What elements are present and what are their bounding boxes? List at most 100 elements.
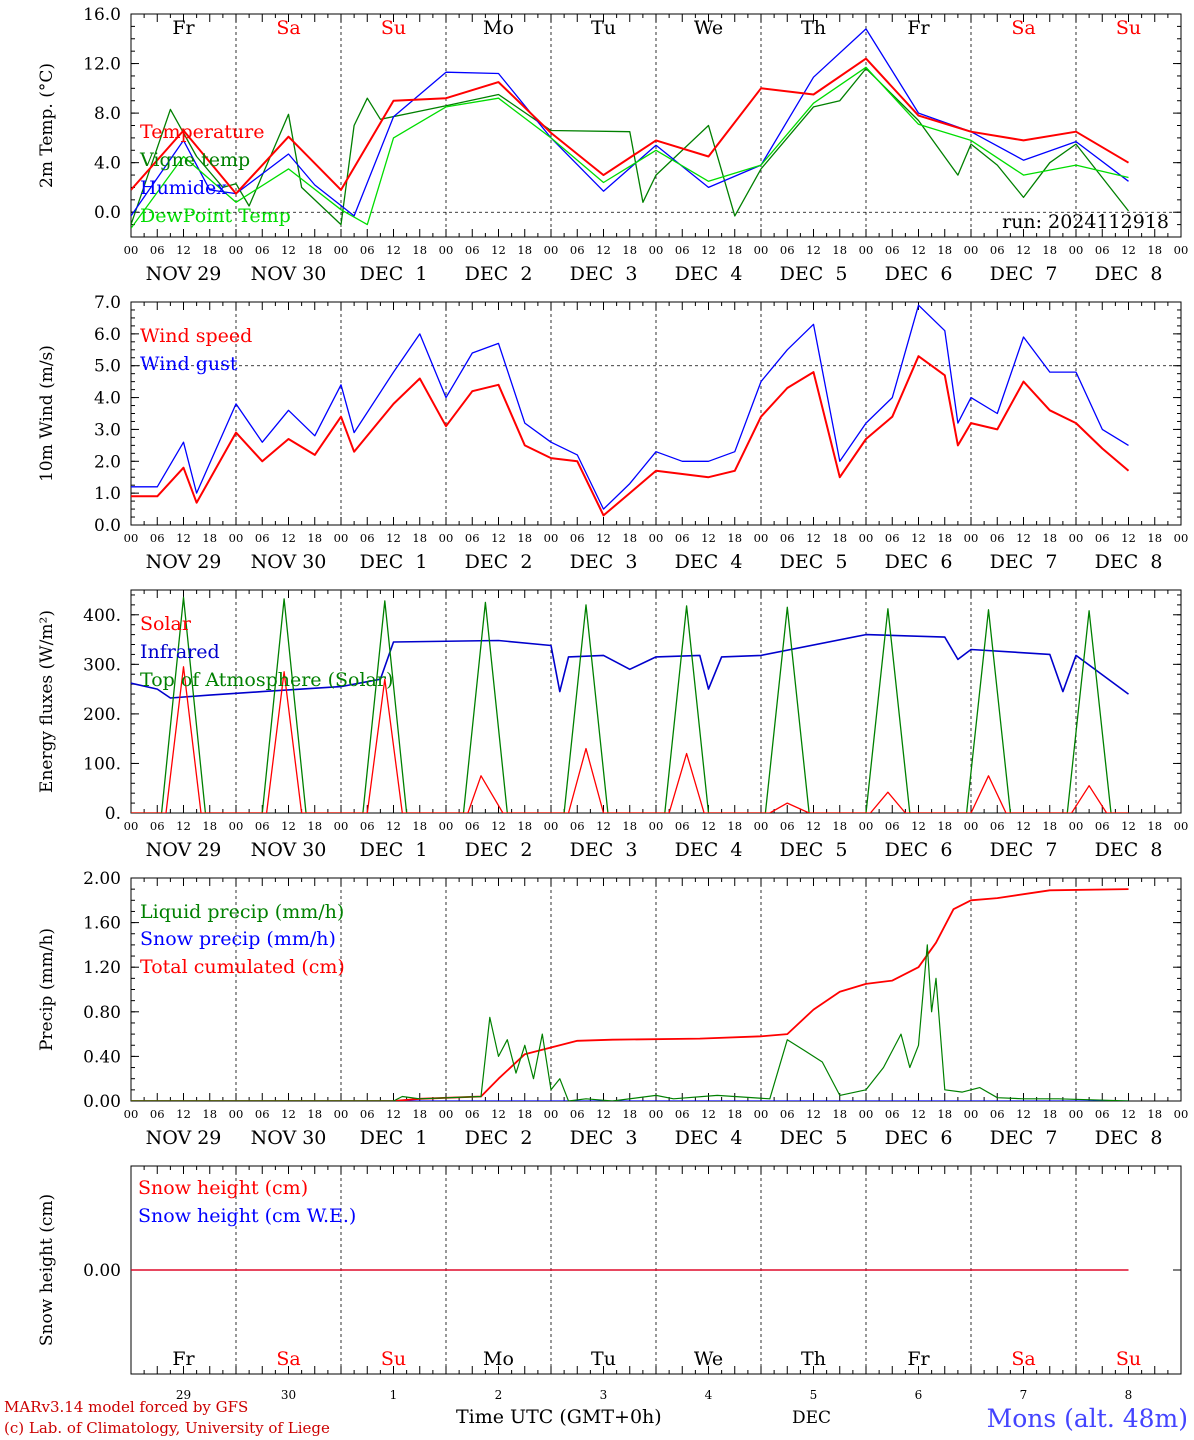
hour-label: 12 bbox=[701, 1107, 716, 1121]
hour-label: 00 bbox=[1069, 243, 1084, 257]
date-label: NOV 29 bbox=[146, 839, 222, 861]
plot-frame bbox=[130, 589, 1182, 814]
hour-label: 12 bbox=[386, 819, 401, 833]
hour-label: 00 bbox=[964, 819, 979, 833]
date-label: DEC 1 bbox=[360, 1127, 428, 1149]
date-label: DEC 1 bbox=[360, 551, 428, 573]
hour-label: 18 bbox=[622, 243, 637, 257]
hour-label: 00 bbox=[1174, 531, 1189, 545]
hour-label: 00 bbox=[439, 819, 454, 833]
hour-label: 18 bbox=[832, 819, 847, 833]
y-tick-label: 7.0 bbox=[94, 293, 121, 313]
hour-label: 12 bbox=[596, 243, 611, 257]
weekday-label: Tu bbox=[591, 17, 616, 39]
hour-label: 06 bbox=[255, 531, 270, 545]
date-label: DEC 4 bbox=[675, 551, 743, 573]
y-axis-label: 2m Temp. (°C) bbox=[37, 63, 57, 188]
y-tick-label: 0.40 bbox=[83, 1047, 121, 1067]
hour-label: 06 bbox=[780, 1107, 795, 1121]
hour-label: 06 bbox=[990, 1107, 1005, 1121]
hour-label: 06 bbox=[255, 1107, 270, 1121]
footer: MARv3.14 model forced by GFS (c) Lab. of… bbox=[4, 1398, 1188, 1437]
date-label: DEC 4 bbox=[675, 839, 743, 861]
hour-label: 06 bbox=[780, 243, 795, 257]
legend-entry: Top of Atmosphere (Solar) bbox=[140, 669, 393, 691]
hour-label: 00 bbox=[229, 1107, 244, 1121]
hour-label: 12 bbox=[281, 1107, 296, 1121]
hour-label: 00 bbox=[964, 1107, 979, 1121]
hour-label: 06 bbox=[150, 243, 165, 257]
hour-label: 00 bbox=[124, 243, 139, 257]
series-line-1 bbox=[131, 57, 1130, 195]
hour-label: 00 bbox=[754, 819, 769, 833]
series-line-1 bbox=[131, 666, 1129, 813]
hour-label: 00 bbox=[754, 531, 769, 545]
hour-label: 18 bbox=[517, 531, 532, 545]
weekday-label: Fr bbox=[907, 1348, 930, 1370]
hour-label: 18 bbox=[202, 531, 217, 545]
date-label: DEC 3 bbox=[570, 839, 638, 861]
hour-label: 18 bbox=[412, 819, 427, 833]
hour-label: 12 bbox=[806, 819, 821, 833]
date-label: DEC 3 bbox=[570, 551, 638, 573]
hour-label: 18 bbox=[1147, 819, 1162, 833]
x-axis-label: Time UTC (GMT+0h) bbox=[456, 1406, 662, 1428]
y-tick-label: 0.80 bbox=[83, 1003, 121, 1023]
weekday-label: We bbox=[694, 17, 723, 39]
y-tick-label: 8.0 bbox=[94, 104, 121, 124]
date-label: DEC 6 bbox=[885, 551, 953, 573]
hour-label: 06 bbox=[360, 531, 375, 545]
panel-1: 16.0 12.0 8.0 4.0 0.0 2m Temp. (°C) 00 06 12 18 NO… bbox=[37, 5, 1188, 285]
weekday-label: Sa bbox=[276, 17, 300, 39]
date-label: DEC 2 bbox=[465, 839, 533, 861]
hour-label: 00 bbox=[964, 243, 979, 257]
hour-label: 12 bbox=[176, 531, 191, 545]
hour-label: 12 bbox=[596, 819, 611, 833]
hour-label: 06 bbox=[465, 243, 480, 257]
legend-entry: Snow height (cm W.E.) bbox=[138, 1205, 356, 1227]
hour-label: 00 bbox=[124, 531, 139, 545]
hour-label: 18 bbox=[307, 531, 322, 545]
hour-label: 18 bbox=[412, 531, 427, 545]
panel-4: 2.00 1.60 1.20 0.80 0.40 0.00 Precip (mm/h) 00 0… bbox=[37, 869, 1188, 1149]
hour-label: 18 bbox=[307, 819, 322, 833]
panel-5: 0.00 Snow height (cm) Fr 29 Sa 30 Su 1 Mo 2 Tu 3 We 4… bbox=[37, 1165, 1182, 1402]
hour-label: 12 bbox=[1121, 1107, 1136, 1121]
y-tick-label: 12.0 bbox=[83, 55, 121, 75]
hour-label: 18 bbox=[1147, 243, 1162, 257]
y-tick-label: 0. bbox=[105, 804, 121, 824]
weekday-label: Su bbox=[1116, 1348, 1141, 1370]
date-label: NOV 29 bbox=[146, 263, 222, 285]
y-tick-label: 0.0 bbox=[94, 516, 121, 536]
weekday-label: Fr bbox=[172, 17, 195, 39]
hour-label: 06 bbox=[780, 819, 795, 833]
hour-label: 06 bbox=[150, 1107, 165, 1121]
hour-label: 18 bbox=[517, 243, 532, 257]
hour-label: 12 bbox=[1121, 531, 1136, 545]
day-number: 6 bbox=[915, 1388, 923, 1402]
series-group bbox=[131, 304, 1130, 517]
day-number: 29 bbox=[176, 1388, 191, 1402]
date-label: DEC 3 bbox=[570, 263, 638, 285]
panel-2: 7.0 6.0 5.0 4.0 3.0 2.0 1.0 0.0 10m Wind (m/s) 00… bbox=[37, 293, 1188, 573]
day-number: 5 bbox=[810, 1388, 818, 1402]
y-tick-label: 400. bbox=[83, 606, 121, 626]
hour-label: 18 bbox=[727, 819, 742, 833]
series-line-3 bbox=[131, 28, 1129, 217]
date-label: DEC 7 bbox=[990, 839, 1058, 861]
hour-label: 18 bbox=[202, 243, 217, 257]
hour-label: 06 bbox=[675, 243, 690, 257]
hour-label: 06 bbox=[465, 1107, 480, 1121]
series-line-2 bbox=[131, 304, 1129, 510]
weekday-label: Tu bbox=[591, 1348, 616, 1370]
day-number: 30 bbox=[281, 1388, 296, 1402]
legend-entry: Solar bbox=[140, 613, 192, 635]
hour-label: 00 bbox=[544, 1107, 559, 1121]
hour-label: 18 bbox=[622, 1107, 637, 1121]
hour-label: 18 bbox=[1147, 531, 1162, 545]
y-axis-label: 10m Wind (m/s) bbox=[37, 345, 57, 482]
hour-label: 18 bbox=[1042, 243, 1057, 257]
hour-label: 12 bbox=[806, 531, 821, 545]
legend-entry: Total cumulated (cm) bbox=[140, 956, 345, 978]
hour-label: 18 bbox=[517, 1107, 532, 1121]
